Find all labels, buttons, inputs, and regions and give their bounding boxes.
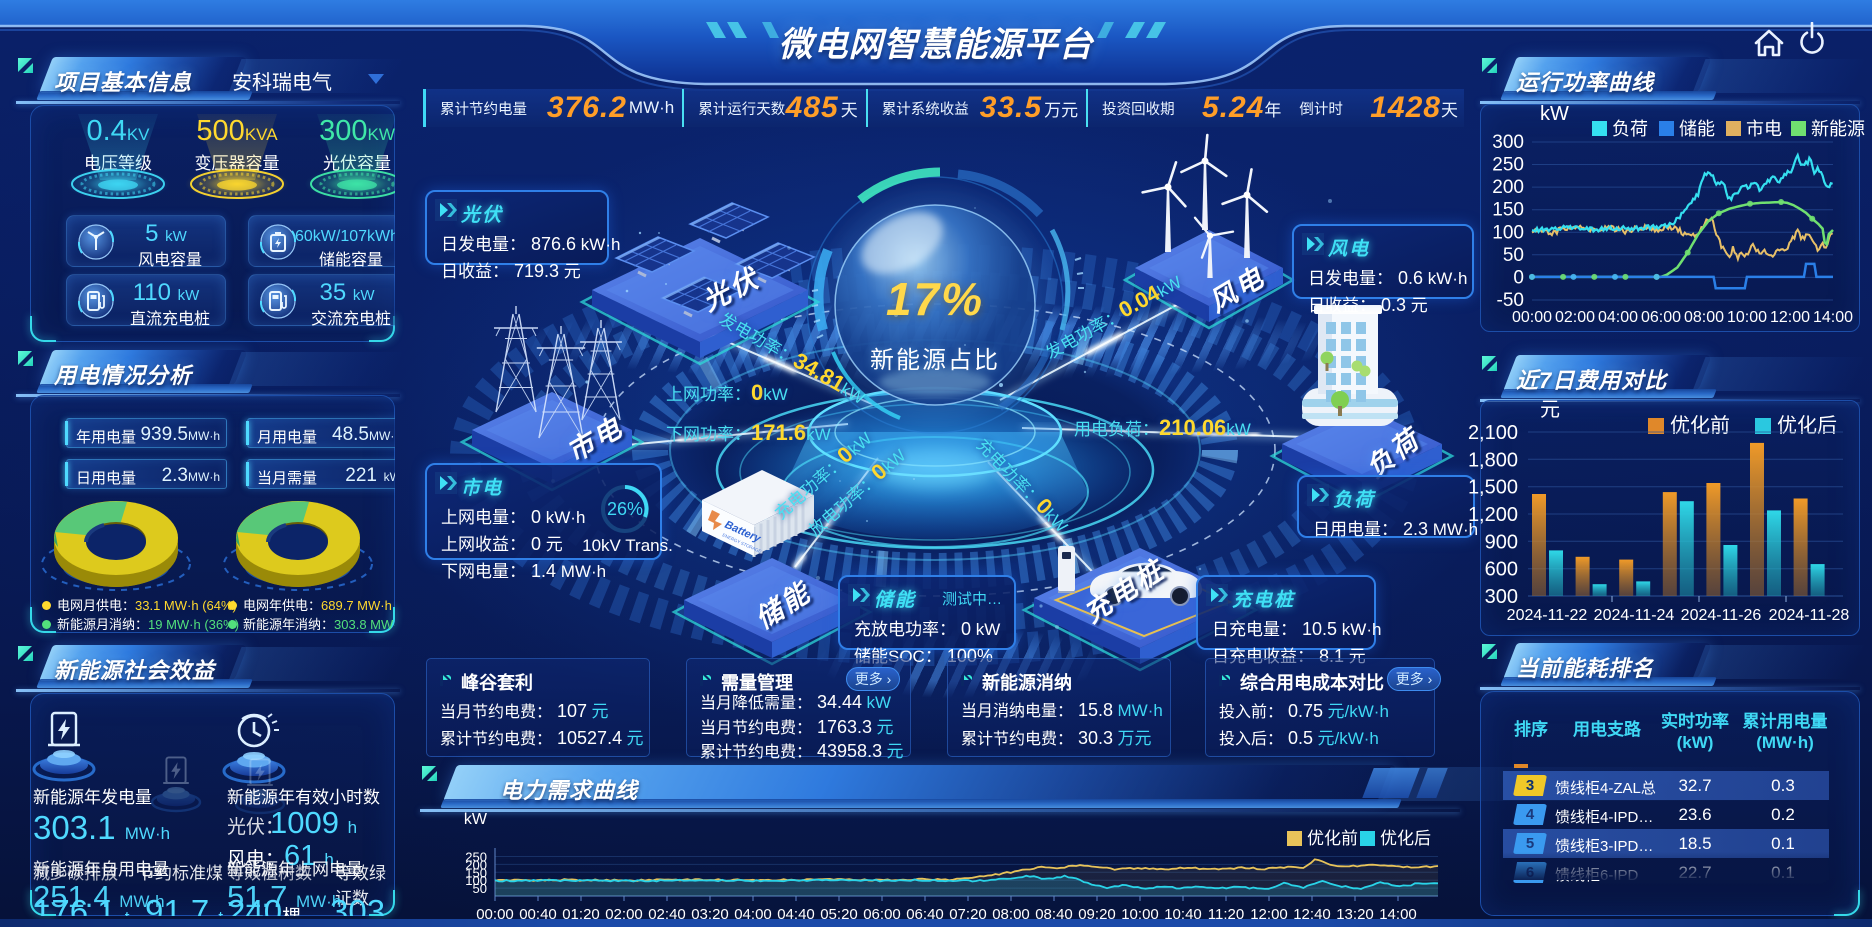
svg-text:2024-11-24: 2024-11-24 <box>1594 607 1675 624</box>
svg-text:150: 150 <box>465 865 487 880</box>
svg-text:04:40: 04:40 <box>777 906 815 923</box>
svg-text:kW: kW <box>1540 103 1569 125</box>
svg-text:08:40: 08:40 <box>1035 906 1073 923</box>
svg-text:2024-11-22: 2024-11-22 <box>1507 607 1588 624</box>
svg-text:06:00: 06:00 <box>863 906 901 923</box>
svg-text:负荷: 负荷 <box>1612 119 1648 139</box>
svg-text:00:00: 00:00 <box>476 906 514 923</box>
svg-text:12:00: 12:00 <box>1250 906 1288 923</box>
svg-text:元: 元 <box>1540 400 1560 421</box>
svg-text:10:00: 10:00 <box>1727 309 1767 326</box>
svg-text:150: 150 <box>1492 200 1524 221</box>
svg-text:优化前: 优化前 <box>1307 829 1358 848</box>
svg-text:05:20: 05:20 <box>820 906 858 923</box>
svg-text:优化后: 优化后 <box>1380 829 1431 848</box>
svg-text:08:00: 08:00 <box>992 906 1030 923</box>
svg-text:250: 250 <box>465 850 487 865</box>
svg-text:11:20: 11:20 <box>1208 906 1244 923</box>
svg-text:13:20: 13:20 <box>1336 906 1374 923</box>
svg-text:900: 900 <box>1485 531 1518 553</box>
svg-text:14:00: 14:00 <box>1813 309 1853 326</box>
svg-text:04:00: 04:00 <box>734 906 772 923</box>
svg-text:50: 50 <box>1503 245 1524 266</box>
svg-text:50: 50 <box>473 881 487 896</box>
svg-text:200: 200 <box>465 857 487 872</box>
svg-text:市电: 市电 <box>1746 119 1782 139</box>
svg-text:10:00: 10:00 <box>1121 906 1159 923</box>
svg-text:09:20: 09:20 <box>1078 906 1116 923</box>
svg-text:储能: 储能 <box>1679 119 1715 139</box>
svg-text:07:20: 07:20 <box>949 906 987 923</box>
svg-text:1,200: 1,200 <box>1468 504 1518 526</box>
svg-text:03:20: 03:20 <box>691 906 729 923</box>
svg-text:14:00: 14:00 <box>1379 906 1417 923</box>
svg-text:0: 0 <box>1513 267 1524 288</box>
svg-text:01:20: 01:20 <box>562 906 600 923</box>
svg-text:10:40: 10:40 <box>1164 906 1202 923</box>
svg-text:-50: -50 <box>1497 290 1524 311</box>
svg-text:2024-11-26: 2024-11-26 <box>1681 607 1762 624</box>
svg-text:08:00: 08:00 <box>1684 309 1724 326</box>
svg-text:06:00: 06:00 <box>1641 309 1681 326</box>
svg-text:200: 200 <box>1492 177 1524 198</box>
svg-text:300: 300 <box>1485 586 1518 608</box>
svg-text:100: 100 <box>465 873 487 888</box>
svg-text:kW: kW <box>464 811 488 828</box>
svg-text:02:40: 02:40 <box>648 906 686 923</box>
svg-text:12:40: 12:40 <box>1293 906 1331 923</box>
svg-text:2,100: 2,100 <box>1468 422 1518 444</box>
svg-text:06:40: 06:40 <box>906 906 944 923</box>
svg-text:2024-11-28: 2024-11-28 <box>1769 607 1850 624</box>
svg-text:02:00: 02:00 <box>1555 309 1595 326</box>
svg-text:250: 250 <box>1492 155 1524 176</box>
svg-text:12:00: 12:00 <box>1770 309 1810 326</box>
svg-text:优化前: 优化前 <box>1670 414 1730 437</box>
svg-text:600: 600 <box>1485 559 1518 581</box>
svg-text:04:00: 04:00 <box>1598 309 1638 326</box>
svg-text:新能源: 新能源 <box>1811 119 1865 139</box>
svg-text:00:00: 00:00 <box>1512 309 1552 326</box>
svg-text:优化后: 优化后 <box>1777 414 1837 437</box>
svg-text:1,500: 1,500 <box>1468 477 1518 499</box>
svg-text:00:40: 00:40 <box>519 906 557 923</box>
svg-text:300: 300 <box>1492 132 1524 153</box>
svg-text:1,800: 1,800 <box>1468 449 1518 471</box>
svg-text:100: 100 <box>1492 222 1524 243</box>
svg-text:02:00: 02:00 <box>605 906 643 923</box>
